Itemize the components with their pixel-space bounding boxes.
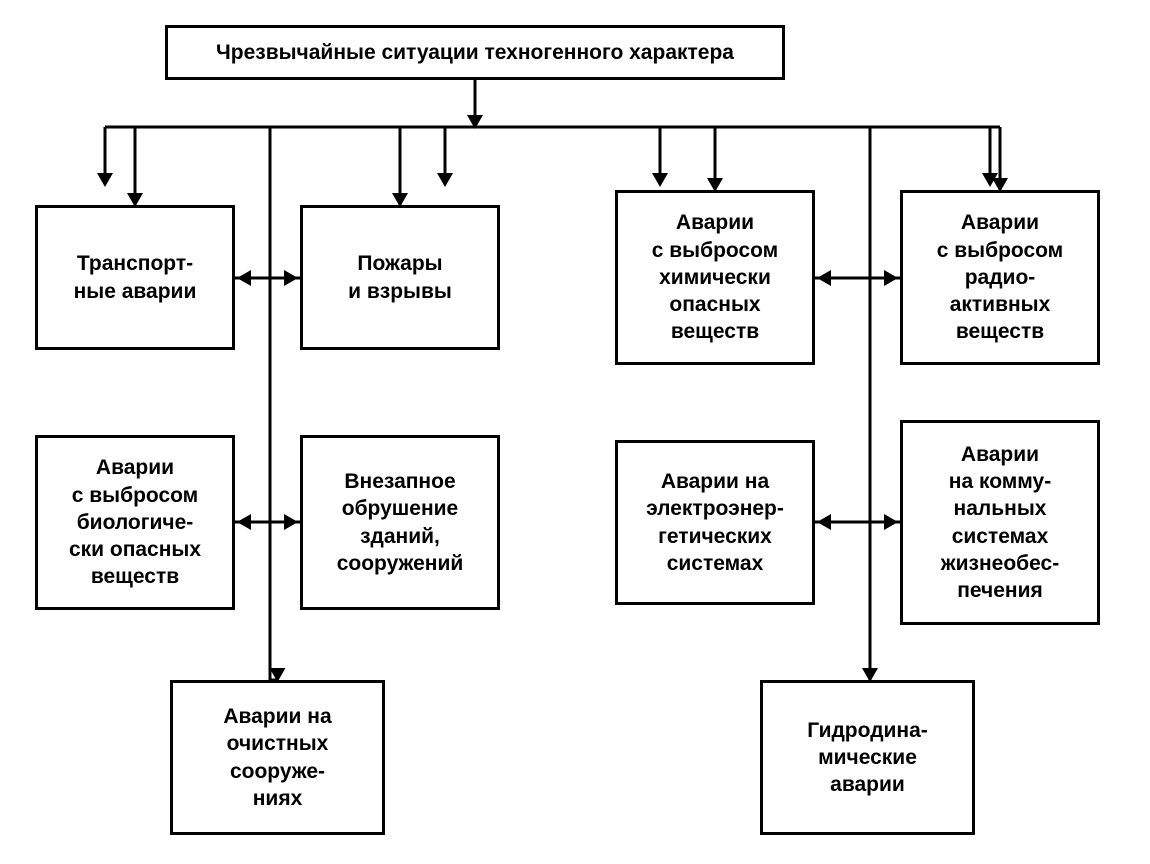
node-label: Аварии наочистныхсооруже-ниях (223, 703, 331, 812)
node-n7: Аварии наэлектроэнер-гетическихсистемах (615, 440, 815, 605)
node-label: Авариис выбросомрадио-активныхвеществ (937, 209, 1063, 345)
node-label: Авариис выбросомхимическиопасныхвеществ (652, 209, 778, 345)
node-n3: Авариис выбросомхимическиопасныхвеществ (615, 190, 815, 365)
node-root: Чрезвычайные ситуации техногенного харак… (165, 25, 785, 80)
node-label: Авариис выбросомбиологиче-ски опасныхвещ… (69, 454, 201, 590)
node-label: Транспорт-ные аварии (74, 250, 197, 305)
node-n9: Аварии наочистныхсооруже-ниях (170, 680, 385, 835)
node-n1: Транспорт-ные аварии (35, 205, 235, 350)
node-label: Авариина комму-нальныхсистемахжизнеобес-… (941, 441, 1059, 605)
node-label: Чрезвычайные ситуации техногенного харак… (216, 39, 734, 66)
node-label: Гидродина-мическиеаварии (807, 717, 928, 799)
node-n10: Гидродина-мическиеаварии (760, 680, 975, 835)
node-n4: Авариис выбросомрадио-активныхвеществ (900, 190, 1100, 365)
node-n8: Авариина комму-нальныхсистемахжизнеобес-… (900, 420, 1100, 625)
node-n2: Пожарыи взрывы (300, 205, 500, 350)
node-label: Внезапноеобрушениезданий,сооружений (337, 468, 464, 577)
node-label: Пожарыи взрывы (348, 250, 452, 305)
diagram-canvas: Чрезвычайные ситуации техногенного харак… (0, 0, 1150, 864)
node-label: Аварии наэлектроэнер-гетическихсистемах (646, 468, 784, 577)
node-n5: Авариис выбросомбиологиче-ски опасныхвещ… (35, 435, 235, 610)
node-n6: Внезапноеобрушениезданий,сооружений (300, 435, 500, 610)
